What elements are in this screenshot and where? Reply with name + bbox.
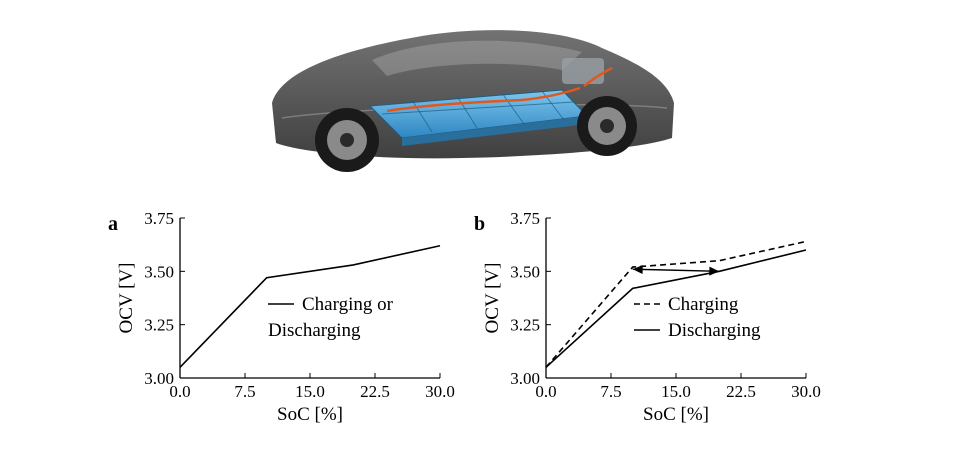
x-tick-label: 22.5 <box>726 382 756 401</box>
legend-label: Charging or <box>302 294 394 315</box>
hysteresis-arrow-shaft <box>632 268 720 273</box>
y-tick-label: 3.00 <box>510 369 540 388</box>
y-tick-label: 3.50 <box>144 262 174 281</box>
y-tick-label: 3.75 <box>510 209 540 228</box>
legend-label-charging: Charging <box>668 294 739 315</box>
front-wheel-icon <box>315 108 379 172</box>
y-tick-label: 3.25 <box>510 316 540 335</box>
x-tick-label: 15.0 <box>295 382 325 401</box>
y-tick-label: 3.50 <box>510 262 540 281</box>
series-line-discharging <box>545 249 807 368</box>
series-line-charging <box>545 240 807 368</box>
series-line-main <box>179 244 441 368</box>
panel-letter-a: a <box>108 213 118 235</box>
y-tick-label: 3.25 <box>144 316 174 335</box>
chart-b: b 3.00 3.25 3.50 3.75 0.0 7.5 15.0 22.5 30.0 SoC … <box>474 196 834 436</box>
x-tick-label: 7.5 <box>234 382 255 401</box>
x-axis-label: SoC [%] <box>643 404 709 425</box>
x-tick-label: 15.0 <box>661 382 691 401</box>
legend-label-discharging: Discharging <box>668 320 761 341</box>
chart-a-svg: a 3.00 3.25 3.50 3.75 0.0 7.5 15.0 22.5 30.0 SoC … <box>108 209 455 425</box>
y-tick-label: 3.00 <box>144 369 174 388</box>
legend-label: Discharging <box>268 320 361 341</box>
panel-letter-b: b <box>474 213 485 235</box>
y-axis-label: OCV [V] <box>116 263 137 334</box>
x-tick-label: 0.0 <box>169 382 190 401</box>
x-tick-label: 22.5 <box>360 382 390 401</box>
hysteresis-arrowhead-right <box>709 266 720 276</box>
y-tick-label: 3.75 <box>144 209 174 228</box>
car-battery-illustration <box>272 30 674 172</box>
rear-wheel-icon <box>577 96 637 156</box>
x-tick-label: 0.0 <box>535 382 556 401</box>
x-tick-label: 30.0 <box>425 382 455 401</box>
y-axis-label: OCV [V] <box>482 263 503 334</box>
hysteresis-arrowhead-left <box>632 264 643 274</box>
battery-pack-icon <box>368 86 589 146</box>
chart-a: a 3.00 3.25 3.50 3.75 0.0 7.5 15.0 22.5 30.0 SoC … <box>108 196 468 436</box>
x-tick-label: 30.0 <box>791 382 821 401</box>
chart-b-svg: b 3.00 3.25 3.50 3.75 0.0 7.5 15.0 22.5 30.0 SoC … <box>474 209 821 425</box>
x-axis-label: SoC [%] <box>277 404 343 425</box>
rear-motor-icon <box>562 58 613 88</box>
x-tick-label: 7.5 <box>600 382 621 401</box>
